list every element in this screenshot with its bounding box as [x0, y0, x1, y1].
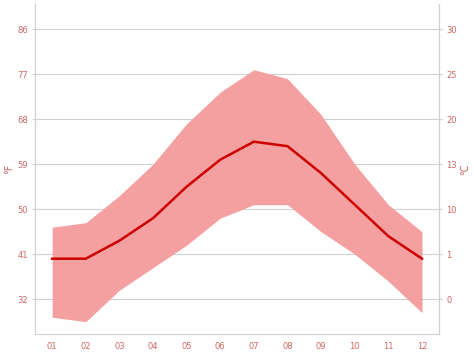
Y-axis label: °F: °F — [4, 164, 14, 174]
Y-axis label: °C: °C — [460, 163, 470, 175]
